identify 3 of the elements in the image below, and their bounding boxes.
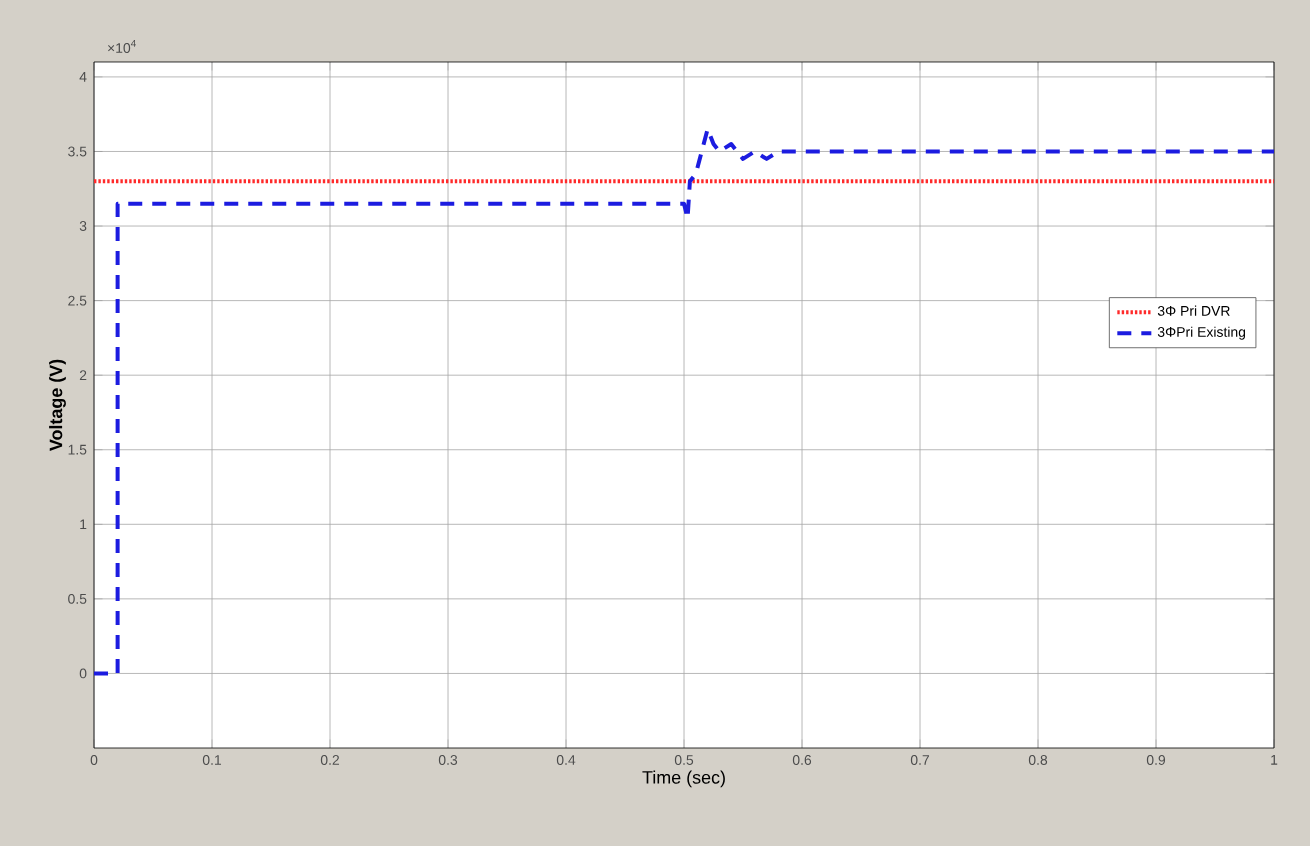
x-axis-title: Time (sec): [642, 770, 725, 788]
y-axis-title: Voltage (V): [49, 359, 66, 452]
line-series: [94, 127, 1275, 676]
